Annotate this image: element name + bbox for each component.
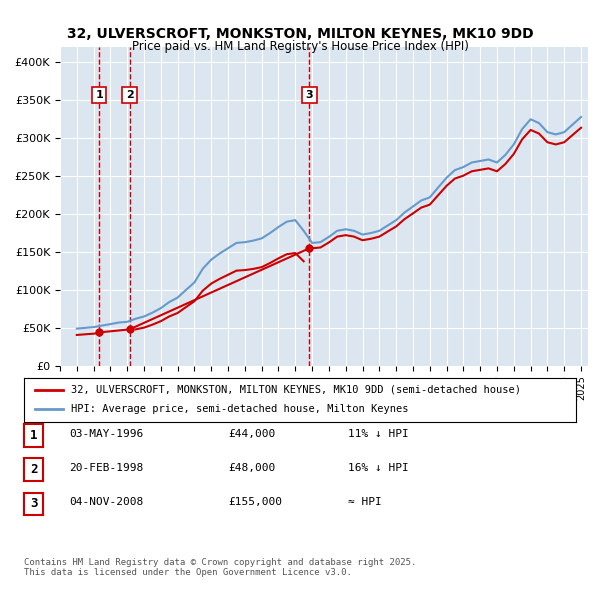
Text: ≈ HPI: ≈ HPI — [348, 497, 382, 507]
Text: Contains HM Land Registry data © Crown copyright and database right 2025.
This d: Contains HM Land Registry data © Crown c… — [24, 558, 416, 577]
Text: 04-NOV-2008: 04-NOV-2008 — [69, 497, 143, 507]
Text: 32, ULVERSCROFT, MONKSTON, MILTON KEYNES, MK10 9DD: 32, ULVERSCROFT, MONKSTON, MILTON KEYNES… — [67, 27, 533, 41]
Text: 3: 3 — [30, 497, 37, 510]
Text: 32, ULVERSCROFT, MONKSTON, MILTON KEYNES, MK10 9DD (semi-detached house): 32, ULVERSCROFT, MONKSTON, MILTON KEYNES… — [71, 385, 521, 395]
Text: 16% ↓ HPI: 16% ↓ HPI — [348, 463, 409, 473]
Text: HPI: Average price, semi-detached house, Milton Keynes: HPI: Average price, semi-detached house,… — [71, 405, 409, 414]
Text: 03-MAY-1996: 03-MAY-1996 — [69, 429, 143, 438]
Text: 2: 2 — [125, 90, 133, 100]
Text: £44,000: £44,000 — [228, 429, 275, 438]
Text: £48,000: £48,000 — [228, 463, 275, 473]
Text: 3: 3 — [305, 90, 313, 100]
Text: 1: 1 — [95, 90, 103, 100]
Text: 2: 2 — [30, 463, 37, 476]
Text: £155,000: £155,000 — [228, 497, 282, 507]
Text: 1: 1 — [30, 429, 37, 442]
Text: 20-FEB-1998: 20-FEB-1998 — [69, 463, 143, 473]
Text: 11% ↓ HPI: 11% ↓ HPI — [348, 429, 409, 438]
Text: Price paid vs. HM Land Registry's House Price Index (HPI): Price paid vs. HM Land Registry's House … — [131, 40, 469, 53]
